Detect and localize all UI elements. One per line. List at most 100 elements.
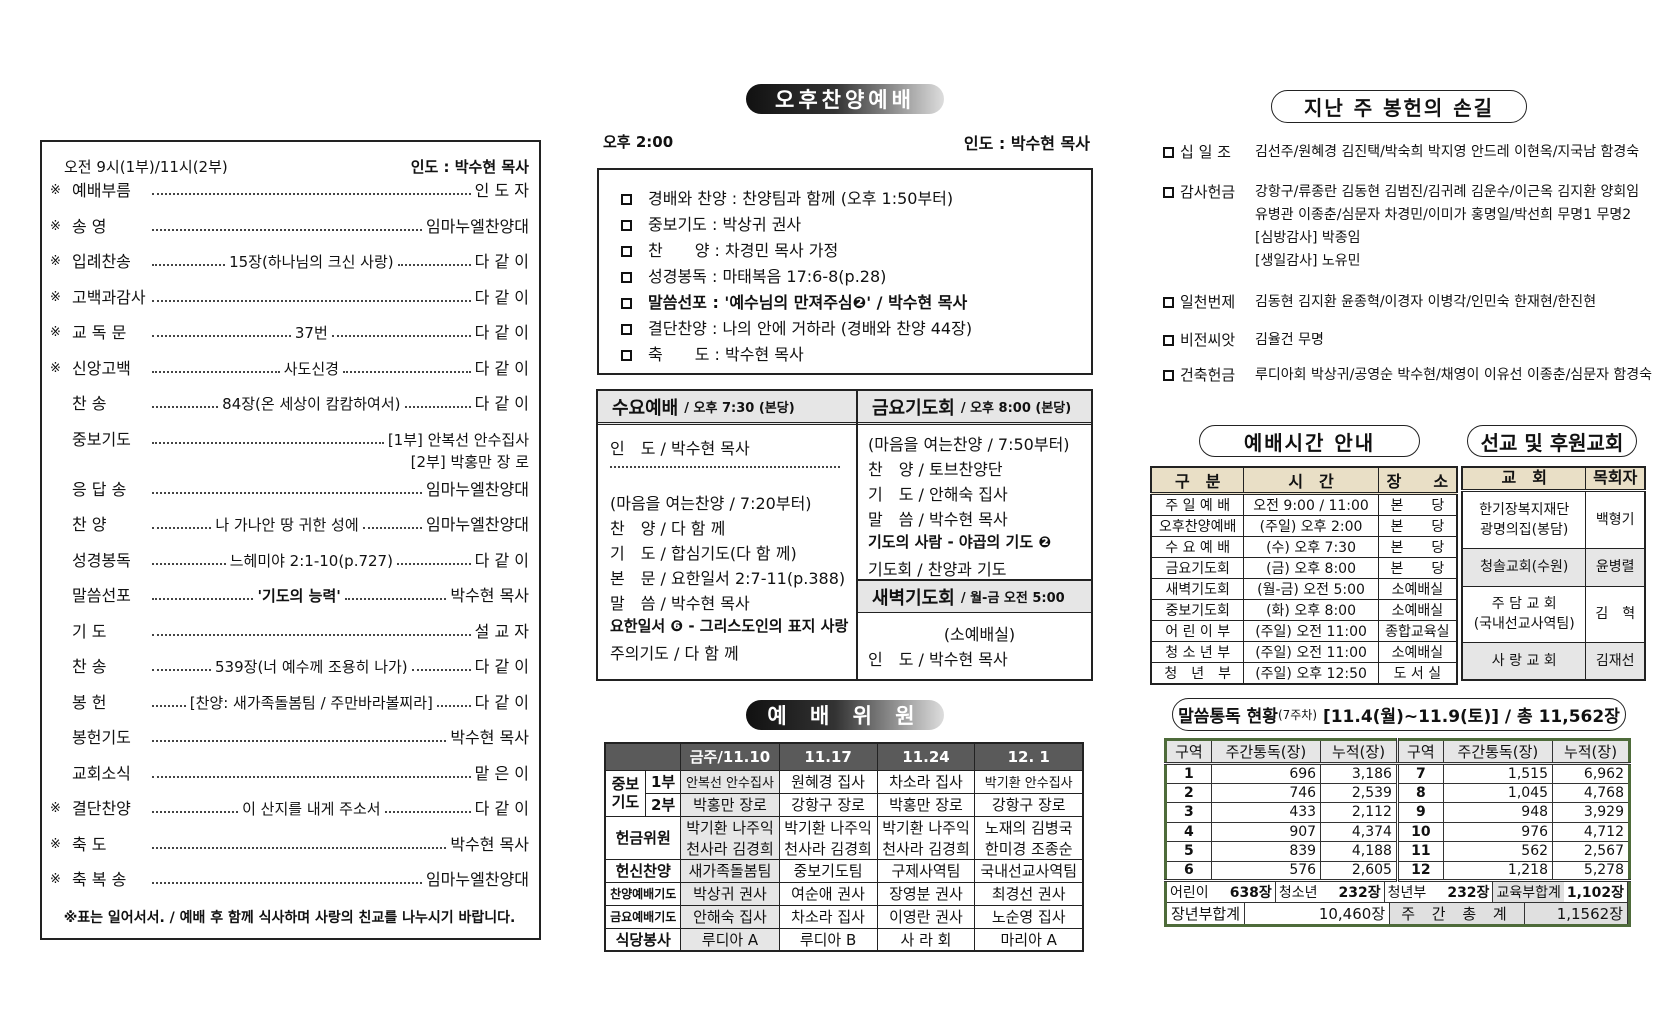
checkbox-icon — [621, 324, 632, 335]
duty-row-label: 찬양예배기도 — [604, 881, 682, 906]
item-person-line: 다 같 이 — [474, 799, 530, 818]
reading-header: 구역 — [1165, 739, 1212, 765]
duty-row-label: 식당봉사 — [604, 927, 682, 952]
item-person-line: [1부] 안복선 안수집사 — [387, 430, 529, 449]
item-label: 말씀선포 — [72, 586, 131, 605]
reading-cell: 8 — [1395, 782, 1444, 803]
duty-row: 헌신찬양 새가족돌봄팀 중보기도팀 구제사역팀 국내선교사역팀 — [604, 858, 1084, 883]
item-person-line: 임마누엘찬양대 — [425, 479, 529, 499]
reading-cell: 4,374 — [1320, 821, 1398, 842]
reading-cell: 3 — [1165, 802, 1212, 823]
offering-item: 감사헌금 강항구/류종란 김동현 김범진/김귀례 김운수/이근옥 김지환 양회임 유… — [1163, 181, 1639, 273]
item-person-line: 박수현 목사 — [450, 728, 529, 747]
item-person: 인 도 자 — [475, 180, 529, 202]
reading-cell: 2,567 — [1552, 841, 1630, 862]
times-row: 중보기도회 (화) 오후 8:00 소예배실 — [1150, 599, 1458, 621]
order-item: ※ 축 도 박수현 목사 — [50, 834, 529, 870]
item-detail: 37번 — [294, 324, 328, 342]
offering-title: 지난 주 봉헌의 손길 — [1271, 90, 1527, 123]
duty-cell: 국내선교사역팀 — [974, 858, 1084, 883]
item-person: 설 교 자 — [475, 621, 529, 643]
item-person: 박수현 목사 — [450, 727, 529, 749]
summary-line-2: 장년부합계 10,460장 주 간 총 계 1,1562장 — [1167, 902, 1628, 924]
times-cell: 본 당 — [1377, 536, 1458, 558]
offering-names-line: 루디아회 박상귀/공영순 박수현/채영이 이유선 이종춘/심문자 함경숙 — [1255, 367, 1653, 383]
duty-cell: 사 라 회 — [876, 927, 976, 952]
missions-title: 선교 및 후원교회 — [1467, 425, 1637, 457]
dot-leader — [384, 798, 471, 813]
afternoon-title: 오후찬양예배 — [746, 84, 944, 114]
times-cell: 도 서 실 — [1377, 662, 1458, 685]
afternoon-item: 성경봉독 : 마태복음 17:6-8(p.28) — [621, 263, 1091, 289]
reading-cell: 4,188 — [1320, 841, 1398, 862]
dot-leader — [152, 621, 471, 636]
duty-cell: 마리아 A — [974, 927, 1084, 952]
reading-cell: 2 — [1165, 782, 1212, 803]
dot-leader — [397, 251, 471, 266]
item-detail: 84장(온 세상이 캄캄하여서) — [222, 395, 401, 413]
item-person: 다 같 이 — [475, 656, 529, 678]
times-title: 예배시간 안내 — [1199, 425, 1420, 457]
times-cell: 새벽기도회 — [1150, 578, 1245, 600]
dot-leader — [152, 322, 291, 337]
reading-cell: 5,278 — [1552, 860, 1630, 881]
afternoon-time: 오후 2:00 — [603, 133, 674, 151]
item-person-line: 박수현 목사 — [450, 586, 530, 605]
checkbox-icon — [621, 272, 632, 283]
item-person: 임마누엘찬양대 — [426, 216, 529, 238]
reading-header: 주간통독(장) — [1442, 739, 1554, 765]
reading-cell: 562 — [1442, 841, 1554, 862]
times-cell: 청 년 부 — [1150, 662, 1245, 685]
reading-header: 구역 — [1395, 739, 1444, 765]
times-cell: 오전 9:00 / 11:00 — [1243, 493, 1379, 516]
reading-cell: 5 — [1165, 841, 1212, 862]
dot-leader — [152, 550, 226, 565]
reading-cell: 2,605 — [1320, 860, 1398, 881]
afternoon-item-text: 찬 양 : 차경민 목사 가정 — [648, 241, 839, 260]
times-cell: 소예배실 — [1377, 641, 1458, 663]
standing-mark: ※ — [50, 254, 61, 269]
duty-cell: 강항구 장로 — [778, 792, 878, 817]
item-detail: 느헤미야 2:1-10(p.727) — [229, 551, 393, 570]
item-person-line: 다 같 이 — [474, 287, 529, 307]
dot-leader — [152, 216, 422, 231]
dawn-title: 새벽기도회 — [872, 587, 955, 609]
summary-edu-label: 교육부합계 — [1493, 882, 1564, 902]
times-cell: 소예배실 — [1377, 578, 1458, 600]
item-person: 박수현 목사 — [450, 834, 529, 856]
offering-names: 김율건 무명 — [1255, 329, 1324, 352]
reading-cell: 6 — [1165, 860, 1212, 881]
afternoon-item: 축 도 : 박수현 목사 — [621, 341, 1091, 367]
reading-cell: 4 — [1165, 821, 1212, 842]
times-row: 금요기도회 (금) 오후 8:00 본 당 — [1150, 557, 1458, 579]
checkbox-icon — [1163, 147, 1174, 158]
friday-line: 기 도 / 안해숙 집사 — [868, 485, 1008, 504]
order-list: ※ 예배부름 인 도 자 ※ 송 영 임마누엘찬양대 ※ 입례찬송 15장(하나님의 크신 사랑… — [50, 180, 529, 905]
item-label: 찬 양 — [72, 515, 107, 534]
item-label: 축 도 — [72, 834, 107, 854]
duty-cell: 박기환 안수집사 — [974, 769, 1084, 794]
offering-names-line: 김선주/원혜경 김진택/박숙희 박지영 안드레 이현옥/지국남 함경숙 — [1255, 144, 1640, 160]
item-label: 입례찬송 — [72, 252, 131, 271]
item-detail: 사도신경 — [283, 359, 339, 378]
reading-cell: 10 — [1395, 821, 1444, 842]
times-cell: 어 린 이 부 — [1150, 620, 1245, 642]
duty-row-label: 1부 — [644, 769, 682, 794]
item-label: 교회소식 — [72, 763, 131, 783]
morning-order-box: 오전 9시(1부)/11시(2부) 인도 : 박수현 목사 ※ 예배부름 인 도 자… — [40, 140, 541, 940]
reading-cell: 7 — [1395, 763, 1444, 784]
duty-cell: 박기환 나주익 천사라 김경희 — [778, 815, 878, 860]
order-item: 봉 헌 [찬양: 새가족돌봄팀 / 주만바라볼찌라] 다 같 이 — [50, 692, 529, 728]
item-label: 신앙고백 — [72, 358, 131, 378]
afternoon-item-text: 중보기도 : 박상귀 권사 — [648, 215, 802, 234]
reading-cell: 1,218 — [1442, 860, 1554, 881]
wednesday-line — [610, 460, 840, 468]
duty-cell: 차소라 집사 — [778, 904, 878, 929]
duty-column-header: 12. 1 — [974, 742, 1084, 771]
times-cell: 주 일 예 배 — [1150, 493, 1245, 516]
reading-header: 주간통독(장) — [1210, 739, 1322, 765]
checkbox-icon — [621, 220, 632, 231]
item-label: 중보기도 — [72, 429, 131, 449]
missions-table: 교 회 목회자 한기장복지재단 광명의집(봉담) 백형기 청솔교회(수원) 윤병렬 주 담 … — [1461, 466, 1646, 681]
reading-cell: 4,768 — [1552, 782, 1630, 803]
